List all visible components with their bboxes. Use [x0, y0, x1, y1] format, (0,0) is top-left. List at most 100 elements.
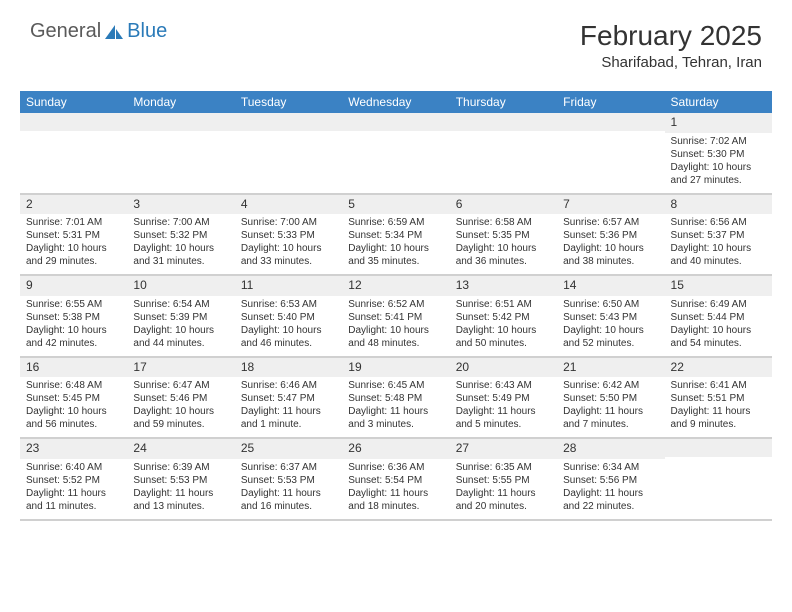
day-number: 21 [557, 358, 664, 378]
daylight-text: Daylight: 11 hours and 20 minutes. [456, 487, 551, 513]
day-content: Sunrise: 6:42 AMSunset: 5:50 PMDaylight:… [557, 377, 664, 437]
daylight-text: Daylight: 10 hours and 56 minutes. [26, 405, 121, 431]
daylight-text: Daylight: 10 hours and 31 minutes. [133, 242, 228, 268]
calendar-cell: 4Sunrise: 7:00 AMSunset: 5:33 PMDaylight… [235, 195, 342, 275]
sunset-text: Sunset: 5:48 PM [348, 392, 443, 405]
daylight-text: Daylight: 10 hours and 54 minutes. [671, 324, 766, 350]
day-number: 3 [127, 195, 234, 215]
sunset-text: Sunset: 5:50 PM [563, 392, 658, 405]
daylight-text: Daylight: 10 hours and 50 minutes. [456, 324, 551, 350]
weekday-header: Wednesday [342, 91, 449, 113]
sunset-text: Sunset: 5:36 PM [563, 229, 658, 242]
calendar-row: 23Sunrise: 6:40 AMSunset: 5:52 PMDayligh… [20, 439, 772, 521]
calendar-cell: 25Sunrise: 6:37 AMSunset: 5:53 PMDayligh… [235, 439, 342, 519]
sunset-text: Sunset: 5:32 PM [133, 229, 228, 242]
day-number: 20 [450, 358, 557, 378]
sunset-text: Sunset: 5:49 PM [456, 392, 551, 405]
sunrise-text: Sunrise: 6:55 AM [26, 298, 121, 311]
sunrise-text: Sunrise: 7:02 AM [671, 135, 766, 148]
calendar-cell: 17Sunrise: 6:47 AMSunset: 5:46 PMDayligh… [127, 358, 234, 438]
calendar: Sunday Monday Tuesday Wednesday Thursday… [20, 91, 772, 521]
calendar-cell: 21Sunrise: 6:42 AMSunset: 5:50 PMDayligh… [557, 358, 664, 438]
day-content: Sunrise: 6:59 AMSunset: 5:34 PMDaylight:… [342, 214, 449, 274]
day-content: Sunrise: 6:55 AMSunset: 5:38 PMDaylight:… [20, 296, 127, 356]
daylight-text: Daylight: 11 hours and 18 minutes. [348, 487, 443, 513]
calendar-cell [450, 113, 557, 193]
sunset-text: Sunset: 5:44 PM [671, 311, 766, 324]
weekday-header: Monday [127, 91, 234, 113]
sunrise-text: Sunrise: 6:40 AM [26, 461, 121, 474]
calendar-cell: 5Sunrise: 6:59 AMSunset: 5:34 PMDaylight… [342, 195, 449, 275]
day-content: Sunrise: 6:57 AMSunset: 5:36 PMDaylight:… [557, 214, 664, 274]
day-number: 13 [450, 276, 557, 296]
day-number: 10 [127, 276, 234, 296]
sunset-text: Sunset: 5:45 PM [26, 392, 121, 405]
day-content: Sunrise: 6:35 AMSunset: 5:55 PMDaylight:… [450, 459, 557, 519]
day-content: Sunrise: 6:46 AMSunset: 5:47 PMDaylight:… [235, 377, 342, 437]
sunrise-text: Sunrise: 6:59 AM [348, 216, 443, 229]
daylight-text: Daylight: 11 hours and 1 minute. [241, 405, 336, 431]
sunrise-text: Sunrise: 6:41 AM [671, 379, 766, 392]
calendar-cell: 28Sunrise: 6:34 AMSunset: 5:56 PMDayligh… [557, 439, 664, 519]
sunrise-text: Sunrise: 7:00 AM [241, 216, 336, 229]
day-number [20, 113, 127, 131]
calendar-cell: 2Sunrise: 7:01 AMSunset: 5:31 PMDaylight… [20, 195, 127, 275]
day-number: 6 [450, 195, 557, 215]
sunrise-text: Sunrise: 6:37 AM [241, 461, 336, 474]
daylight-text: Daylight: 11 hours and 3 minutes. [348, 405, 443, 431]
calendar-cell: 27Sunrise: 6:35 AMSunset: 5:55 PMDayligh… [450, 439, 557, 519]
daylight-text: Daylight: 11 hours and 22 minutes. [563, 487, 658, 513]
sunset-text: Sunset: 5:31 PM [26, 229, 121, 242]
day-number: 9 [20, 276, 127, 296]
day-number [235, 113, 342, 131]
sunrise-text: Sunrise: 6:45 AM [348, 379, 443, 392]
sunset-text: Sunset: 5:41 PM [348, 311, 443, 324]
sunrise-text: Sunrise: 7:00 AM [133, 216, 228, 229]
sunset-text: Sunset: 5:47 PM [241, 392, 336, 405]
calendar-cell [127, 113, 234, 193]
day-number: 16 [20, 358, 127, 378]
sunset-text: Sunset: 5:37 PM [671, 229, 766, 242]
sunset-text: Sunset: 5:53 PM [133, 474, 228, 487]
weekday-header: Sunday [20, 91, 127, 113]
day-number: 1 [665, 113, 772, 133]
logo-sail-icon [105, 25, 125, 41]
day-number: 7 [557, 195, 664, 215]
sunrise-text: Sunrise: 6:46 AM [241, 379, 336, 392]
sunrise-text: Sunrise: 7:01 AM [26, 216, 121, 229]
sunset-text: Sunset: 5:55 PM [456, 474, 551, 487]
sunrise-text: Sunrise: 6:48 AM [26, 379, 121, 392]
day-number: 15 [665, 276, 772, 296]
sunrise-text: Sunrise: 6:47 AM [133, 379, 228, 392]
sunset-text: Sunset: 5:54 PM [348, 474, 443, 487]
calendar-cell: 9Sunrise: 6:55 AMSunset: 5:38 PMDaylight… [20, 276, 127, 356]
calendar-cell: 6Sunrise: 6:58 AMSunset: 5:35 PMDaylight… [450, 195, 557, 275]
calendar-cell [665, 439, 772, 519]
calendar-cell: 1Sunrise: 7:02 AMSunset: 5:30 PMDaylight… [665, 113, 772, 193]
day-content: Sunrise: 6:54 AMSunset: 5:39 PMDaylight:… [127, 296, 234, 356]
day-content: Sunrise: 7:02 AMSunset: 5:30 PMDaylight:… [665, 133, 772, 193]
daylight-text: Daylight: 10 hours and 46 minutes. [241, 324, 336, 350]
day-content: Sunrise: 6:51 AMSunset: 5:42 PMDaylight:… [450, 296, 557, 356]
day-content: Sunrise: 6:45 AMSunset: 5:48 PMDaylight:… [342, 377, 449, 437]
day-number: 27 [450, 439, 557, 459]
calendar-cell: 14Sunrise: 6:50 AMSunset: 5:43 PMDayligh… [557, 276, 664, 356]
sunset-text: Sunset: 5:39 PM [133, 311, 228, 324]
day-number: 17 [127, 358, 234, 378]
daylight-text: Daylight: 10 hours and 29 minutes. [26, 242, 121, 268]
day-number: 24 [127, 439, 234, 459]
weekday-header: Friday [557, 91, 664, 113]
day-number: 4 [235, 195, 342, 215]
day-number [127, 113, 234, 131]
calendar-cell [557, 113, 664, 193]
sunset-text: Sunset: 5:34 PM [348, 229, 443, 242]
daylight-text: Daylight: 11 hours and 11 minutes. [26, 487, 121, 513]
calendar-cell [20, 113, 127, 193]
daylight-text: Daylight: 11 hours and 13 minutes. [133, 487, 228, 513]
daylight-text: Daylight: 10 hours and 40 minutes. [671, 242, 766, 268]
calendar-cell: 16Sunrise: 6:48 AMSunset: 5:45 PMDayligh… [20, 358, 127, 438]
header: General Blue February 2025 Sharifabad, T… [0, 0, 792, 81]
calendar-cell: 26Sunrise: 6:36 AMSunset: 5:54 PMDayligh… [342, 439, 449, 519]
calendar-row: 9Sunrise: 6:55 AMSunset: 5:38 PMDaylight… [20, 276, 772, 358]
day-number: 14 [557, 276, 664, 296]
